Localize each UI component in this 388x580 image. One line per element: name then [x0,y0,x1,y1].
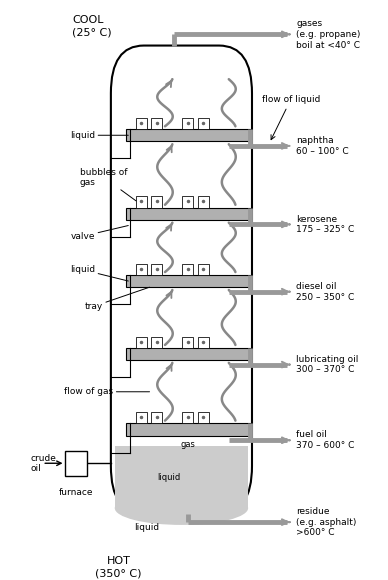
Text: liquid: liquid [157,473,180,482]
Bar [198,264,209,275]
Text: flow of liquid: flow of liquid [262,95,320,140]
Text: valve: valve [71,226,128,241]
Ellipse shape [115,491,248,525]
Text: crude
oil: crude oil [31,454,57,473]
Bar [198,412,209,423]
FancyBboxPatch shape [111,46,252,514]
Text: tray: tray [85,287,149,311]
Text: diesel oil
250 – 350° C: diesel oil 250 – 350° C [296,282,355,302]
Bar [151,118,162,129]
Bar [182,197,193,208]
Bar [151,336,162,348]
Bar [136,412,147,423]
Text: gas: gas [181,440,196,449]
Text: gases
(e.g. propane)
boil at <40° C: gases (e.g. propane) boil at <40° C [296,19,361,49]
Text: COOL
(25° C): COOL (25° C) [72,14,112,37]
Text: bubbles of
gas: bubbles of gas [80,168,136,201]
Bar [126,208,250,220]
Text: flow of gas: flow of gas [64,387,149,396]
Text: furnace: furnace [59,488,94,497]
Bar [151,412,162,423]
Bar [126,423,250,436]
Text: liquid: liquid [134,523,159,532]
Bar [136,264,147,275]
Bar [126,129,250,142]
Bar [151,197,162,208]
Bar [182,336,193,348]
Bar [198,118,209,129]
Text: residue
(e.g. asphalt)
>600° C: residue (e.g. asphalt) >600° C [296,507,357,538]
Text: liquid: liquid [70,130,128,140]
Text: lubricating oil
300 – 370° C: lubricating oil 300 – 370° C [296,355,359,375]
Bar [198,336,209,348]
Text: HOT
(350° C): HOT (350° C) [95,556,142,578]
Text: kerosene
175 – 325° C: kerosene 175 – 325° C [296,215,355,234]
Bar [151,264,162,275]
Text: liquid: liquid [70,265,128,281]
Bar [198,197,209,208]
Bar [136,336,147,348]
Bar [126,348,250,360]
Bar [115,447,248,508]
Bar [182,412,193,423]
Bar [136,118,147,129]
Bar [136,197,147,208]
Bar [182,264,193,275]
Bar [182,118,193,129]
Text: fuel oil
370 – 600° C: fuel oil 370 – 600° C [296,430,355,450]
Text: naphtha
60 – 100° C: naphtha 60 – 100° C [296,136,349,156]
Bar [126,275,250,287]
Bar [66,451,87,476]
